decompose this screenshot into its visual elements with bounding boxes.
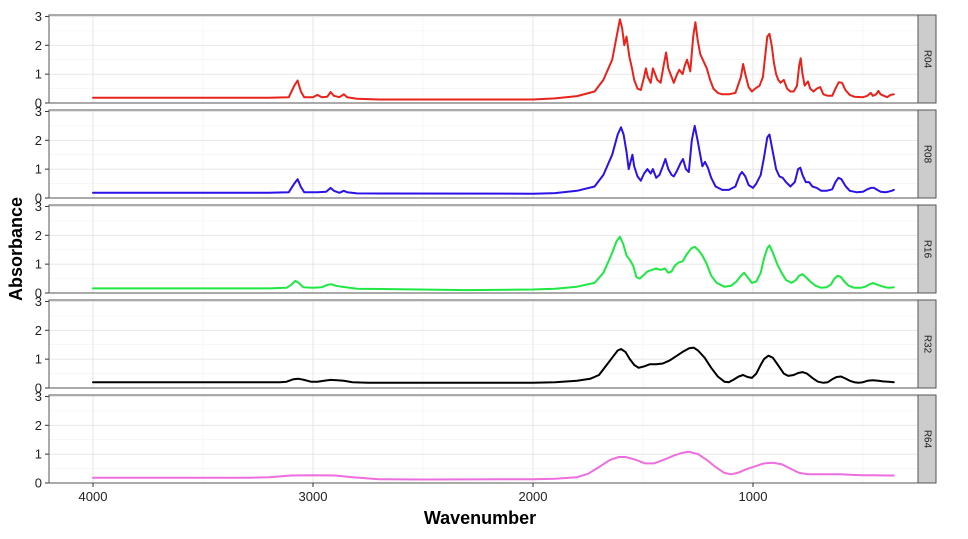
y-tick-label: 3 [35,104,42,119]
panel-background [49,395,918,483]
y-tick-label: 0 [35,191,42,206]
y-tick-label: 2 [35,133,42,148]
facet-panel-r08: 0 1 2 3 R08 [35,104,937,206]
facet-strip-label: R04 [921,50,932,69]
y-tick-label: 1 [35,257,42,272]
y-tick-label: 2 [35,418,42,433]
facet-panel-r16: 0 1 2 3 R16 [35,199,937,301]
facet-strip [917,394,937,484]
y-tick-label: 1 [35,162,42,177]
facet-strip [917,109,937,199]
facet-strip-label: R16 [921,240,932,259]
y-tick-label: 3 [35,9,42,24]
series-line-r16 [92,235,895,292]
y-tick-label: 3 [35,294,42,309]
y-tick-label: 2 [35,323,42,338]
series-line-r32 [92,346,895,384]
y-tick-label: 3 [35,389,42,404]
x-axis: 4000 3000 2000 1000 [79,483,768,504]
y-tick-label: 1 [35,67,42,82]
facet-panel-r04: 0 1 2 3 R04 [35,9,937,111]
x-tick-label: 4000 [79,489,108,504]
series-line-r08 [92,124,895,195]
x-axis-title: Wavenumber [424,508,536,528]
facet-panel-r64: 0 1 2 3 R64 [35,389,937,491]
y-tick-label: 0 [35,381,42,396]
y-tick-label: 0 [35,96,42,111]
facet-strip-label: R32 [921,335,932,354]
facet-strip [917,299,937,389]
y-tick-label: 1 [35,447,42,462]
y-tick-label: 2 [35,38,42,53]
y-tick-label: 2 [35,228,42,243]
facet-panels: 0 1 2 3 R04 0 1 2 3 R08 0 1 2 3 R16 0 1 2 3 R32 0 1 2 3 R64 [35,9,937,491]
facet-strip-label: R08 [921,145,932,164]
y-tick-label: 1 [35,352,42,367]
facet-strip [917,14,937,104]
y-tick-label: 0 [35,286,42,301]
y-tick-label: 0 [35,476,42,491]
facet-strip [917,204,937,294]
facet-strip-label: R64 [921,430,932,449]
series-line-r64 [92,450,895,481]
series-line-r04 [92,18,895,101]
x-tick-label: 2000 [519,489,548,504]
facet-panel-r32: 0 1 2 3 R32 [35,294,937,396]
y-axis-title: Absorbance [6,197,26,301]
x-tick-label: 3000 [299,489,328,504]
y-tick-label: 3 [35,199,42,214]
x-tick-label: 1000 [739,489,768,504]
